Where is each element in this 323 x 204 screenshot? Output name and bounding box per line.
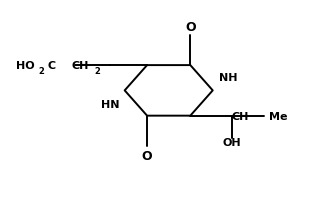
Text: 2: 2 <box>38 66 44 75</box>
Text: HN: HN <box>101 99 120 109</box>
Text: 2: 2 <box>94 66 100 75</box>
Text: HO: HO <box>16 61 35 71</box>
Text: CH: CH <box>72 61 89 71</box>
Text: NH: NH <box>219 73 238 83</box>
Text: O: O <box>142 149 152 162</box>
Text: O: O <box>185 21 196 34</box>
Text: C: C <box>48 61 56 71</box>
Text: CH: CH <box>232 111 249 121</box>
Text: Me: Me <box>269 111 287 121</box>
Text: OH: OH <box>223 137 241 147</box>
